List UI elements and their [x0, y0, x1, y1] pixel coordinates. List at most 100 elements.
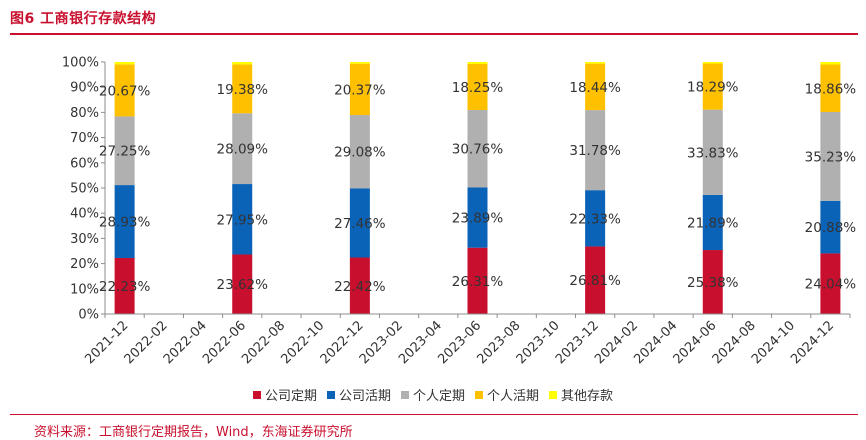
legend-label: 其他存款: [561, 389, 614, 404]
y-tick-label: 0%: [78, 308, 99, 323]
data-label: 19.38%: [216, 82, 268, 98]
bar-segment: [114, 62, 135, 65]
data-label: 20.37%: [334, 82, 386, 98]
y-tick-label: 50%: [70, 182, 99, 197]
y-tick-label: 100%: [62, 56, 99, 71]
y-tick-label: 60%: [70, 156, 99, 171]
data-label: 29.08%: [334, 145, 386, 161]
y-tick-label: 20%: [70, 257, 99, 272]
x-axis: 2021-122022-022022-042022-062022-082022-…: [82, 313, 851, 367]
y-tick-label: 80%: [70, 106, 99, 121]
legend-swatch: [475, 391, 483, 399]
data-label: 25.38%: [687, 275, 739, 291]
bar-segment: [467, 109, 488, 188]
data-label: 18.44%: [569, 80, 621, 96]
y-tick-label: 30%: [70, 232, 99, 247]
bar-segment: [232, 62, 253, 65]
x-tick-label: 2024-12: [788, 318, 837, 367]
bar-segment: [820, 200, 841, 254]
bar-segment: [349, 257, 370, 314]
data-label: 27.46%: [334, 216, 386, 232]
segment-labels: 22.23% 28.93% 27.25% 20.67% 23.62% 27.95% 28.0…: [99, 80, 856, 295]
bar-segment: [467, 187, 488, 248]
data-label: 26.81%: [569, 273, 621, 289]
bar-segment: [585, 110, 606, 191]
data-label: 22.33%: [569, 211, 621, 227]
legend-label: 个人定期: [412, 389, 465, 404]
bars: [114, 62, 841, 314]
y-tick-label: 10%: [70, 282, 99, 297]
bar-segment: [114, 116, 135, 186]
data-label: 20.88%: [805, 220, 857, 236]
bar-segment: [232, 184, 253, 255]
figure-title: 图6 工商银行存款结构: [10, 11, 157, 27]
footer-rule: [10, 414, 858, 415]
legend-label: 公司定期: [264, 389, 317, 404]
legend-item: 公司活期: [326, 385, 391, 404]
data-label: 23.89%: [452, 211, 504, 227]
data-label: 21.89%: [687, 215, 739, 231]
bar-segment: [467, 247, 488, 314]
title-rule: [10, 33, 858, 35]
bar-segment: [232, 113, 253, 185]
bar-segment: [349, 62, 370, 64]
bar-segment: [114, 257, 135, 314]
bar-segment: [585, 63, 606, 111]
bar-segment: [820, 62, 841, 65]
data-label: 31.78%: [569, 143, 621, 159]
y-axis: 0% 10% 20% 30% 40% 50% 60% 70% 80% 90% 100%: [62, 56, 106, 323]
data-label: 23.62%: [216, 277, 268, 293]
bar-segment: [585, 190, 606, 247]
bar-segment: [702, 194, 723, 251]
legend-item: 个人活期: [475, 385, 539, 404]
bar-segment: [349, 63, 370, 116]
bar-segment: [820, 112, 841, 201]
data-label: 27.25%: [99, 144, 151, 160]
legend-item: 公司定期: [252, 385, 317, 404]
data-label: 20.67%: [99, 83, 151, 99]
bar-segment: [114, 185, 135, 258]
bar-segment: [232, 254, 253, 314]
y-tick-label: 40%: [70, 207, 99, 222]
source-note: 资料来源：工商银行定期报告，Wind，东海证券研究所: [34, 425, 353, 440]
data-label: 18.29%: [687, 80, 739, 96]
data-label: 22.23%: [99, 279, 151, 295]
data-label: 35.23%: [805, 149, 857, 165]
legend-swatch: [326, 391, 335, 399]
bar-segment: [467, 63, 488, 110]
bar-segment: [702, 62, 723, 64]
bar-segment: [820, 64, 841, 113]
legend-swatch: [252, 391, 261, 399]
bar-segment: [702, 250, 723, 314]
data-label: 28.09%: [216, 142, 268, 158]
bar-segment: [702, 109, 723, 195]
data-label: 27.95%: [216, 212, 268, 228]
legend-item: 个人定期: [400, 385, 465, 404]
bar-segment: [820, 253, 841, 314]
data-label: 30.76%: [452, 142, 504, 158]
data-label: 28.93%: [99, 215, 151, 231]
bar-segment: [585, 246, 606, 314]
bar-segment: [349, 188, 370, 258]
legend: 公司定期 公司活期 个人定期 个人活期 其他存款: [0, 385, 866, 404]
bar-segment: [467, 62, 488, 64]
data-label: 26.31%: [452, 274, 504, 290]
data-label: 22.42%: [334, 279, 386, 295]
legend-item: 其他存款: [549, 385, 613, 404]
bar-segment: [114, 64, 135, 117]
legend-label: 个人活期: [487, 389, 540, 404]
bar-segment: [585, 62, 606, 64]
data-label: 18.86%: [805, 81, 857, 97]
bar-segment: [702, 63, 723, 110]
legend-swatch: [549, 391, 558, 399]
bar-segment: [349, 115, 370, 189]
bar-segment: [232, 64, 253, 114]
data-label: 33.83%: [687, 145, 739, 161]
data-label: 24.04%: [805, 277, 857, 293]
legend-swatch: [400, 391, 409, 399]
y-tick-label: 90%: [70, 81, 99, 96]
y-tick-label: 70%: [70, 131, 99, 146]
data-label: 18.25%: [452, 80, 504, 96]
legend-label: 公司活期: [338, 389, 391, 404]
